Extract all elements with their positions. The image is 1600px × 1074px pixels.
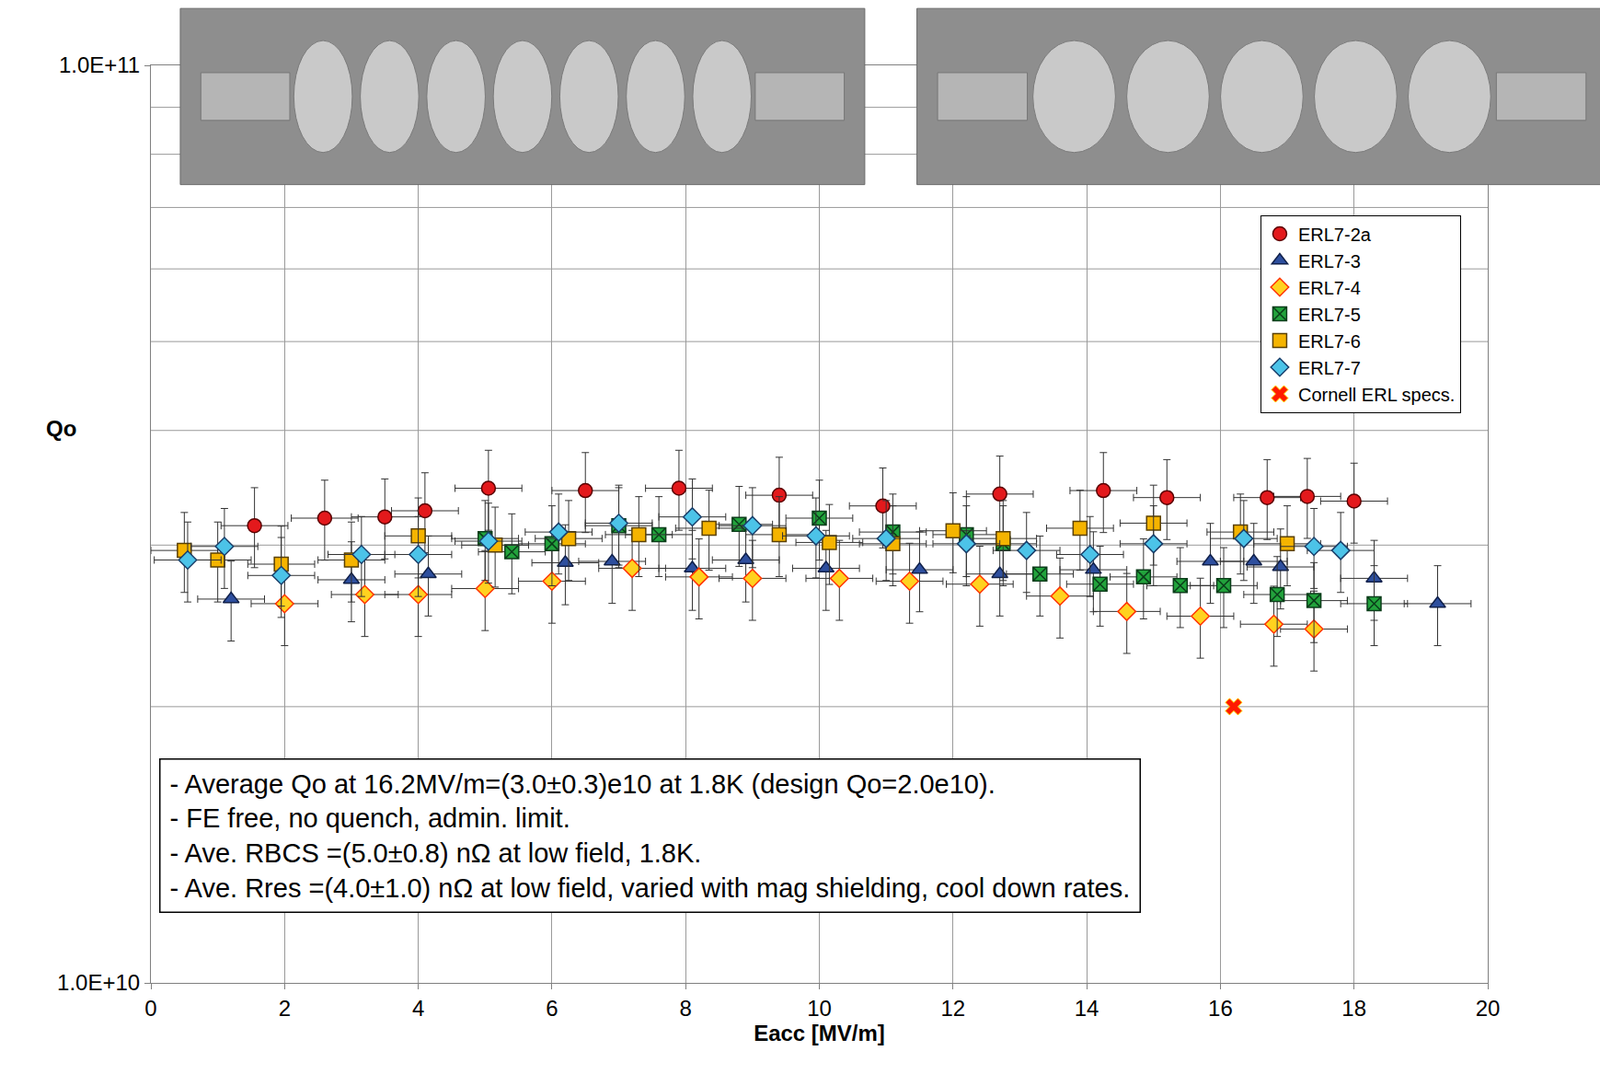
svg-text:ERL7-2a: ERL7-2a (1298, 224, 1372, 245)
svg-text:ERL7-7: ERL7-7 (1298, 357, 1361, 379)
svg-text:12: 12 (940, 995, 966, 1021)
svg-text:1.0E+11: 1.0E+11 (58, 52, 140, 78)
svg-text:ERL7-3: ERL7-3 (1298, 251, 1361, 272)
svg-text:16: 16 (1208, 995, 1233, 1021)
svg-text:10: 10 (806, 995, 832, 1021)
svg-text:- Average Qo at 16.2MV/m=(3.0±: - Average Qo at 16.2MV/m=(3.0±0.3)e10 at… (170, 769, 1131, 903)
svg-text:ERL7-4: ERL7-4 (1298, 277, 1361, 299)
svg-text:Cornell ERL specs.: Cornell ERL specs. (1298, 384, 1455, 405)
svg-text:18: 18 (1341, 995, 1367, 1021)
svg-text:2: 2 (278, 995, 291, 1021)
svg-text:20: 20 (1475, 995, 1501, 1021)
svg-text:8: 8 (679, 995, 692, 1021)
svg-text:1.0E+10: 1.0E+10 (57, 969, 140, 995)
svg-text:4: 4 (412, 995, 425, 1021)
svg-text:ERL7-6: ERL7-6 (1298, 331, 1361, 352)
svg-text:0: 0 (144, 995, 157, 1021)
svg-text:14: 14 (1074, 995, 1100, 1021)
svg-text:6: 6 (545, 995, 558, 1021)
svg-text:Eacc [MV/m]: Eacc [MV/m] (753, 1020, 886, 1046)
svg-text:ERL7-5: ERL7-5 (1298, 304, 1361, 325)
svg-text:Qo: Qo (46, 415, 77, 441)
